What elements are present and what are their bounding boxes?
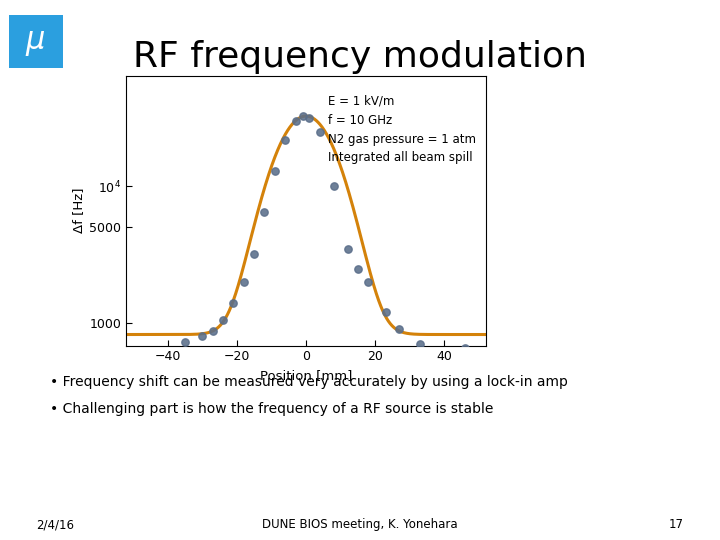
FancyBboxPatch shape [6,12,66,70]
Point [415,340,426,348]
Text: • Challenging part is how the frequency of a RF source is stable: • Challenging part is how the frequency … [50,402,494,416]
Point [352,264,364,273]
Text: $\mu$: $\mu$ [25,29,46,58]
Point [258,207,270,216]
Point [148,352,159,360]
X-axis label: Position [mm]: Position [mm] [260,369,352,382]
Point [217,315,229,324]
Text: 17: 17 [669,518,684,531]
Text: • Frequency shift can be measured very accurately by using a lock-in amp: • Frequency shift can be measured very a… [50,375,568,389]
Point [290,117,302,126]
Point [304,113,315,122]
Point [179,338,191,347]
Point [297,111,308,120]
Point [342,244,354,253]
Point [459,344,471,353]
Point [238,278,249,286]
Text: 2/4/16: 2/4/16 [36,518,74,531]
Point [394,325,405,333]
Point [269,166,281,175]
Point [248,249,260,258]
Text: DUNE BIOS meeting, K. Yonehara: DUNE BIOS meeting, K. Yonehara [262,518,458,531]
Point [279,136,291,144]
Point [380,308,392,316]
Y-axis label: Δf [Hz]: Δf [Hz] [72,188,85,233]
Point [363,278,374,286]
Point [197,332,208,340]
Point [314,128,325,137]
Text: E = 1 kV/m
f = 10 GHz
N2 gas pressure = 1 atm
Integrated all beam spill: E = 1 kV/m f = 10 GHz N2 gas pressure = … [328,94,476,165]
Point [328,182,339,191]
Text: RF frequency modulation: RF frequency modulation [133,40,587,73]
Point [207,327,218,335]
Point [228,299,239,307]
